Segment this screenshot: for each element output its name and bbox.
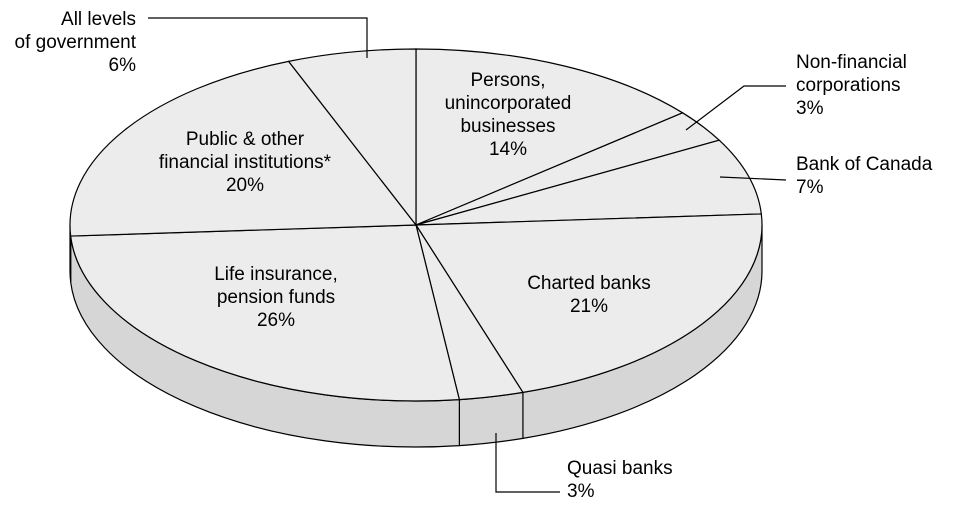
slice-value-1: 3% xyxy=(796,98,824,119)
slice-value-5: 26% xyxy=(257,310,295,331)
slice-value-6: 20% xyxy=(226,175,264,196)
slice-label-7-line-1: of government xyxy=(15,32,137,53)
slice-label-0-line-1: unincorporated xyxy=(445,93,572,114)
slice-label-5-line-1: pension funds xyxy=(217,287,335,308)
pie-slice-0 xyxy=(415,48,684,226)
slice-value-3: 21% xyxy=(570,296,608,317)
slice-label-2-line-0: Bank of Canada xyxy=(796,154,933,175)
slice-label-0-line-0: Persons, xyxy=(471,70,546,91)
slice-side-4 xyxy=(458,391,524,447)
slice-label-0-line-2: businesses xyxy=(460,116,555,137)
slice-label-4-line-0: Quasi banks xyxy=(567,458,673,479)
slice-value-2: 7% xyxy=(796,177,824,198)
slice-value-0: 14% xyxy=(489,139,527,160)
slice-label-7-line-0: All levels xyxy=(61,9,136,30)
pie-slice-7 xyxy=(287,48,417,227)
slice-label-6-line-1: financial institutions* xyxy=(159,152,332,173)
slice-label-3-line-0: Charted banks xyxy=(527,273,651,294)
slice-value-4: 3% xyxy=(567,481,595,502)
slice-label-1-line-0: Non-financial xyxy=(796,52,907,73)
slice-label-5-line-0: Life insurance, xyxy=(214,264,338,285)
slice-label-1-line-1: corporations xyxy=(796,75,901,96)
pie-slice-2 xyxy=(415,139,762,226)
leader-line-1 xyxy=(685,85,786,131)
pie-slice-6 xyxy=(69,60,418,237)
pie-slice-3 xyxy=(414,213,763,394)
pie-slice-5 xyxy=(70,224,461,402)
slice-value-7: 6% xyxy=(109,55,137,76)
pie-slices xyxy=(69,48,763,402)
leader-line-7 xyxy=(148,17,368,58)
leader-lines xyxy=(148,17,787,493)
leader-line-4 xyxy=(495,433,560,493)
slice-label-6-line-0: Public & other xyxy=(186,129,305,150)
leader-line-2 xyxy=(719,176,787,181)
